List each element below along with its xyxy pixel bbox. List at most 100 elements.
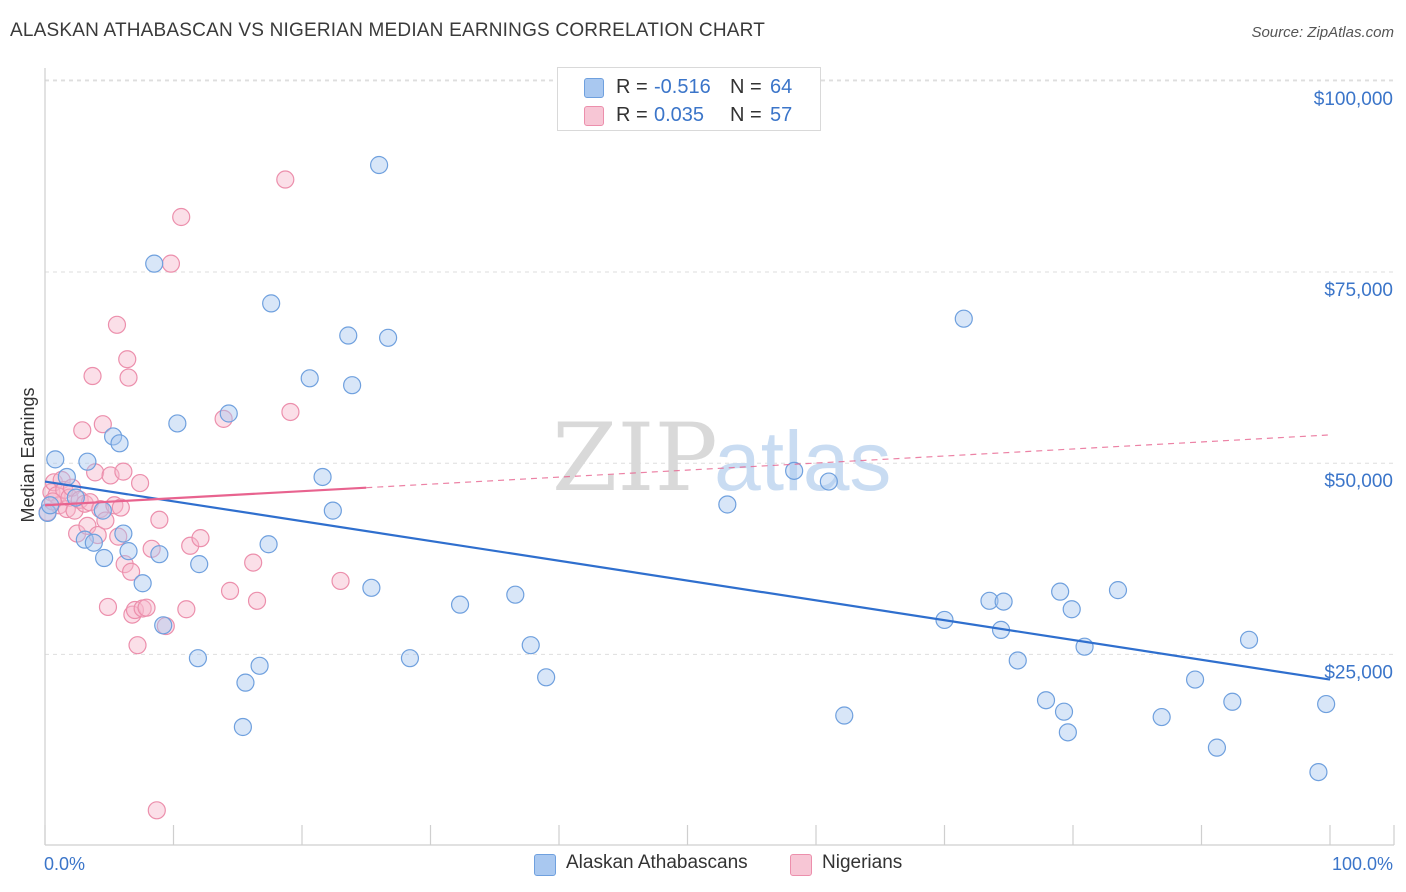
bottom-legend-swatch-pink	[790, 854, 812, 876]
alaskan-athabascans-point	[537, 668, 556, 687]
alaskan-athabascans-point	[1054, 702, 1074, 721]
alaskan-athabascans-point	[1185, 670, 1205, 689]
alaskan-athabascans-point	[150, 545, 169, 564]
alaskan-athabascans-point	[370, 155, 389, 175]
nigerians-point	[73, 421, 92, 440]
nigerians-point	[281, 402, 300, 422]
nigerians-point	[125, 600, 145, 620]
alaskan-athabascans-point	[343, 376, 362, 395]
alaskan-athabascans-point	[46, 450, 65, 469]
y-tick-labels: $25,000 $50,000 $75,000 $100,000	[1314, 89, 1393, 683]
alaskan-athabascans-point	[1152, 707, 1171, 727]
bottom-legend-label: Nigerians	[822, 852, 903, 873]
y-tick-label: $100,000	[1314, 89, 1393, 110]
alaskan-athabascans-point	[400, 649, 420, 668]
alaskan-athabascans-point	[95, 548, 114, 568]
alaskan-athabascans-point	[300, 369, 319, 388]
alaskan-athabascans-point	[1051, 582, 1070, 601]
alaskan-athabascans-point	[362, 578, 381, 597]
nigerians-point	[114, 462, 133, 481]
legend-n-value: 64	[770, 76, 793, 98]
nigerians-point	[172, 207, 191, 227]
bottom-legend-label: Alaskan Athabascans	[566, 852, 748, 873]
alaskan-athabascans-point	[994, 592, 1013, 611]
nigerians-point	[98, 597, 118, 617]
nigerians-point	[150, 510, 169, 529]
legend-r-label: R =	[616, 76, 648, 98]
alaskan-athabascans-point	[339, 326, 358, 345]
alaskan-athabascans-point	[1008, 651, 1027, 670]
y-tick-label: $50,000	[1324, 471, 1393, 492]
nigerians-point	[276, 170, 295, 189]
alaskan-athabascans-point	[133, 574, 152, 593]
nigerians-point	[65, 501, 84, 520]
nigerian-trend-extension	[366, 434, 1331, 489]
alaskan-athabascans-point	[119, 542, 138, 561]
alaskan-athabascans-point	[262, 294, 281, 313]
alaskan-athabascans-point	[219, 404, 238, 423]
alaskan-athabascans-point	[1223, 692, 1242, 711]
alaskan-athabascans-point	[66, 488, 85, 507]
alaskan-athabascans-point	[954, 309, 973, 328]
nigerians-point	[128, 636, 147, 655]
legend-n-value: 57	[770, 104, 793, 126]
legend-swatch-pink	[584, 106, 604, 126]
alaskan-athabascans-point	[980, 591, 999, 610]
alaskan-athabascans-point	[78, 452, 97, 471]
nigerians-point	[191, 529, 210, 548]
alaskan-athabascans-point	[718, 495, 737, 514]
nigerians-point	[111, 498, 130, 517]
legend-n-label: N =	[730, 104, 762, 126]
alaskan-athabascans-point	[1207, 738, 1227, 757]
alaskan-athabascans-point	[236, 673, 255, 692]
nigerians-point	[130, 473, 150, 493]
alaskan-athabascans-point	[1317, 694, 1336, 714]
alaskan-athabascans-point	[188, 649, 208, 668]
alaskan-athabascans-point	[521, 636, 540, 655]
watermark: ZIP atlas	[552, 404, 891, 513]
legend-r-label: R =	[616, 104, 648, 126]
alaskan-athabascans-point	[1058, 723, 1077, 742]
alaskan-athabascans-point	[145, 254, 164, 273]
alaskan-athabascans-points	[38, 155, 1336, 782]
x-tick-labels: 0.0% 100.0%	[44, 854, 1393, 874]
alaskan-athabascans-point	[450, 595, 470, 614]
nigerians-point	[118, 350, 137, 369]
alaskan-athabascans-point	[114, 524, 133, 543]
alaskan-athabascans-point	[378, 328, 398, 347]
x-tick-label: 0.0%	[44, 854, 85, 874]
alaskan-athabascans-point	[93, 501, 112, 520]
nigerians-point	[177, 600, 196, 619]
nigerians-point	[109, 527, 128, 546]
legend-row-nigerian: R = 0.035 N = 57	[558, 100, 820, 130]
nigerians-point	[161, 254, 181, 273]
alaskan-trend-line	[44, 480, 1331, 681]
bottom-legend-swatch-blue	[534, 854, 556, 876]
legend-row-alaskan: R = -0.516 N = 64	[558, 72, 820, 102]
nigerians-point	[147, 801, 166, 820]
y-axis-label: Median Earnings	[18, 387, 38, 522]
nigerians-point	[93, 415, 112, 434]
nigerians-point	[181, 536, 200, 555]
alaskan-athabascans-point	[190, 555, 209, 574]
nigerians-point	[137, 598, 156, 617]
nigerians-point	[121, 562, 141, 581]
nigerians-point	[83, 366, 102, 386]
chart-title: ALASKAN ATHABASCAN VS NIGERIAN MEDIAN EA…	[10, 20, 766, 41]
trend-lines	[44, 434, 1331, 681]
alaskan-athabascans-point	[506, 585, 525, 604]
legend-r-value: -0.516	[654, 76, 711, 98]
axes	[44, 68, 1395, 846]
nigerians-point	[331, 571, 350, 591]
watermark-atlas: atlas	[714, 414, 891, 508]
alaskan-athabascans-point	[1062, 600, 1081, 619]
nigerians-point	[214, 409, 233, 428]
alaskan-athabascans-point	[313, 467, 332, 487]
alaskan-athabascans-point	[1309, 762, 1328, 782]
alaskan-athabascans-point	[168, 414, 187, 433]
alaskan-athabascans-point	[233, 717, 252, 737]
correlation-legend: R = -0.516 N = 64 R = 0.035 N = 57	[557, 67, 821, 131]
alaskan-athabascans-point	[259, 535, 278, 554]
alaskan-athabascans-point	[1108, 581, 1128, 600]
alaskan-athabascans-point	[785, 461, 804, 480]
